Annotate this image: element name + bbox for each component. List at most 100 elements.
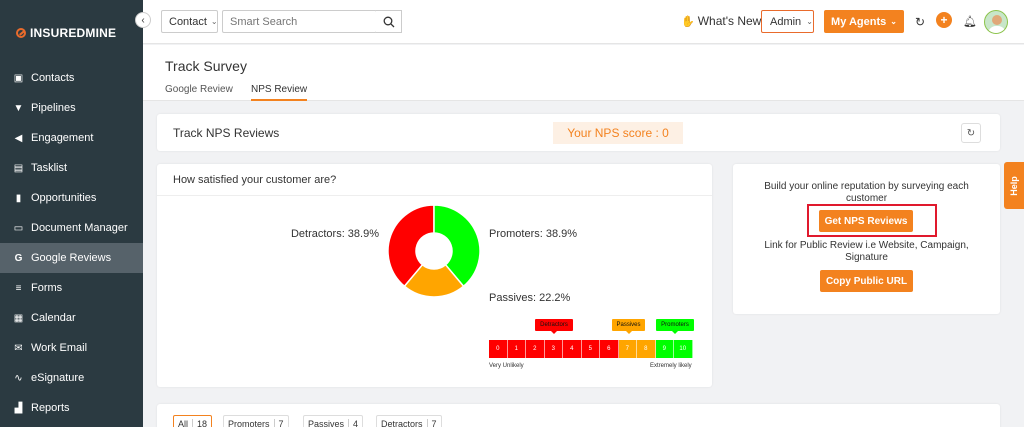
tab-nps-review[interactable]: NPS Review [251,84,308,101]
filter-detractors[interactable]: Detractors 7 [376,415,442,427]
contact-type-value: Contact [169,15,207,28]
scale-cell: 10 [674,340,693,358]
filter-label: All [178,419,189,427]
slice-promoters[interactable] [433,204,481,288]
sidebar-item-label: Document Manager [31,222,128,234]
sidebar-item-label: Google Reviews [31,252,112,264]
passives-tag: Passives [612,319,645,334]
top-bar: Contact ⌄ ✋ What's New Admin ⌄ My Agents… [143,0,1024,44]
page-title: Track Survey [165,58,247,74]
signature-icon: ∿ [14,372,23,384]
sidebar-collapse-button[interactable]: ‹ [135,12,151,28]
sidebar-item-opportunities[interactable]: ▮ Opportunities [0,183,143,213]
filter-passives[interactable]: Passives 4 [303,415,364,427]
add-button[interactable]: + [936,12,952,28]
reputation-text-line1: Build your online reputation by surveyin… [764,181,969,192]
scale-cell: 8 [637,340,656,358]
sidebar-item-label: Forms [31,282,63,294]
sidebar-item-reports[interactable]: ▟ Reports [0,393,143,423]
passives-label: Passives: 22.2% [489,292,571,304]
sidebar-item-esignature[interactable]: ∿ eSignature [0,363,143,393]
public-link-text-line1: Link for Public Review i.e Website, Camp… [764,240,969,251]
sidebar-item-work-email[interactable]: ✉ Work Email [0,333,143,363]
reputation-card: Build your online reputation by surveyin… [733,164,1000,314]
search-button[interactable] [376,10,402,33]
sidebar-item-label: Contacts [31,72,75,84]
sidebar-item-calendar[interactable]: ▦ Calendar [0,303,143,333]
sidebar-item-document-manager[interactable]: ▭ Document Manager [0,213,143,243]
folder-icon: ▭ [13,222,24,234]
sidebar-item-tasklist[interactable]: ▤ Tasklist [0,153,143,183]
refresh-icon[interactable]: ↻ [915,15,926,29]
filter-promoters[interactable]: Promoters 7 [223,415,289,427]
filter-card: All 18 Promoters 7 Passives 4 Detractors 7 [157,404,1000,427]
tab-google-review[interactable]: Google Review [165,84,233,95]
filter-label: Promoters [228,419,270,427]
sidebar-item-contacts[interactable]: ▣ Contacts [0,63,143,93]
sidebar-item-pipelines[interactable]: ▼ Pipelines [0,93,143,123]
highlight-box [807,204,937,237]
brand-logo[interactable]: INSUREDMINE [16,26,116,40]
avatar-head [992,15,1002,25]
chevron-left-icon: ‹ [141,14,145,26]
chevron-down-icon: ⌄ [890,17,897,26]
scale-cell: 6 [600,340,619,358]
card-divider [157,195,712,196]
slice-passives[interactable] [403,263,465,298]
mail-icon: ✉ [14,342,23,354]
promoters-label: Promoters: 38.9% [489,228,578,240]
contacts-icon: ▣ [13,72,24,84]
sidebar-nav: ▣ Contacts ▼ Pipelines ◀ Engagement ▤ Taskli… [0,63,143,423]
sidebar-item-label: Tasklist [31,162,68,174]
get-nps-reviews-button[interactable]: Get NPS Reviews [819,210,913,232]
nps-score-badge: Your NPS score : 0 [553,122,683,144]
sidebar-item-engagement[interactable]: ◀ Engagement [0,123,143,153]
contact-type-select[interactable]: Contact ⌄ [161,10,218,33]
filter-all[interactable]: All 18 [173,415,213,427]
sidebar-item-label: Reports [31,402,70,414]
refresh-button[interactable]: ↻ [961,123,981,143]
forms-icon: ≡ [15,282,22,294]
smart-search-input[interactable] [222,10,377,33]
admin-select[interactable]: Admin ⌄ [761,10,814,33]
brand-name: INSUREDMINE [30,26,117,40]
search-icon [383,16,394,27]
hand-icon: ✋ [681,15,695,28]
calendar-icon: ▦ [13,312,24,324]
track-nps-card: Track NPS Reviews Your NPS score : 0 ↻ [157,114,1000,151]
brand-logo-icon [16,28,26,38]
sidebar-item-label: Calendar [31,312,76,324]
avatar[interactable] [984,10,1008,34]
chart-icon: ▮ [15,192,22,204]
public-link-text-line2: Signature [845,252,888,263]
help-tab[interactable]: Help [1004,162,1024,209]
scale-cell: 0 [489,340,508,358]
nps-scale: 0 1 2 3 4 5 6 7 8 9 10 [489,340,693,358]
whats-new-link[interactable]: ✋ What's New [681,14,761,28]
bell-icon[interactable]: 🔔︎ [963,16,977,28]
funnel-icon: ▼ [13,102,24,114]
scale-cell: 2 [526,340,545,358]
scale-high-label: Extremely likely [650,363,692,369]
megaphone-icon: ◀ [14,132,23,144]
sidebar-item-label: Pipelines [31,102,76,114]
my-agents-button[interactable]: My Agents ⌄ [824,10,904,33]
track-nps-title: Track NPS Reviews [173,126,280,140]
page-header: Track Survey Google Review NPS Review [143,45,1024,101]
sidebar-item-label: eSignature [31,372,85,384]
scale-low-label: Very Unlikely [489,363,524,369]
detractors-tag: Detractors [535,319,573,334]
copy-public-url-button[interactable]: Copy Public URL [820,270,913,292]
sidebar-item-google-reviews[interactable]: G Google Reviews [0,243,143,273]
sidebar-item-label: Opportunities [31,192,97,204]
tasklist-icon: ▤ [13,162,24,174]
sidebar-item-forms[interactable]: ≡ Forms [0,273,143,303]
scale-cell: 3 [544,340,563,358]
slice-detractors[interactable] [387,204,435,288]
plus-icon: + [940,13,948,27]
chevron-down-icon: ⌄ [210,17,218,26]
filter-label: Passives [308,419,345,427]
whats-new-label: What's New [697,14,762,28]
satisfaction-card: How satisfied your customer are? Detract… [157,164,712,387]
filter-count: 7 [273,419,284,427]
